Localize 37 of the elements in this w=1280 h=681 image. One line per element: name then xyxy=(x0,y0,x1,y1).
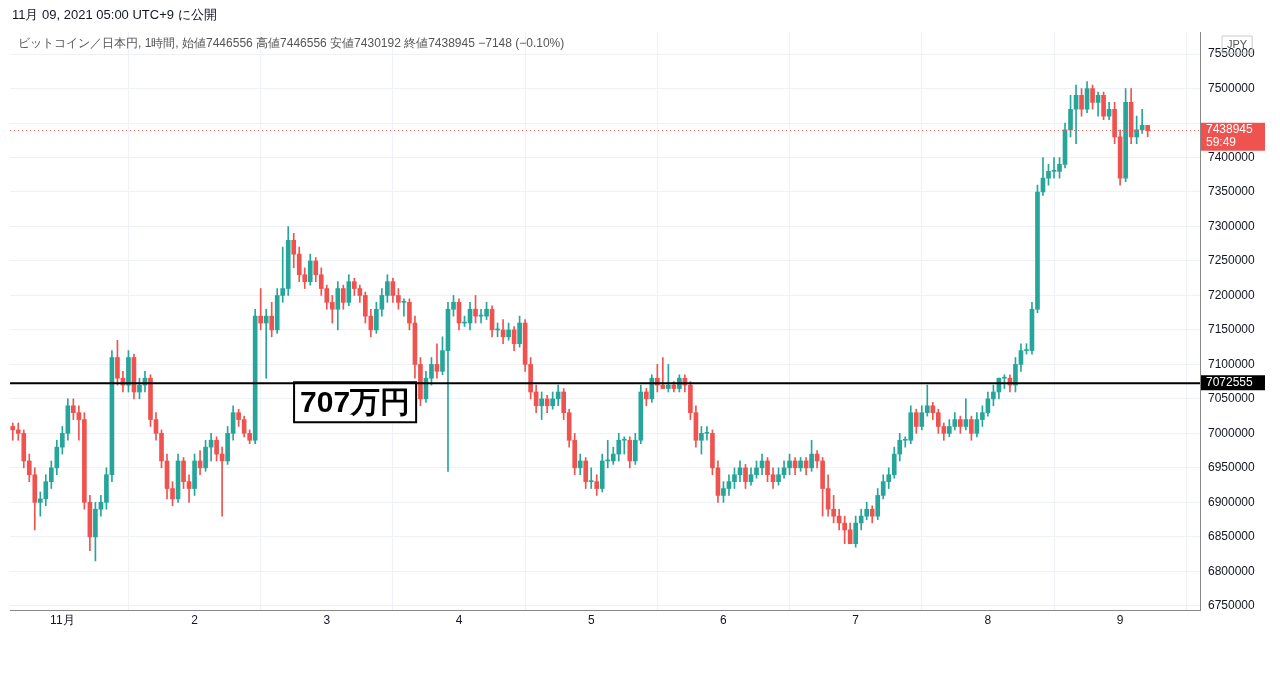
candlestick xyxy=(263,308,269,379)
candlestick xyxy=(401,298,407,317)
candlestick xyxy=(37,491,43,517)
x-tick-label: 6 xyxy=(720,613,728,628)
y-tick-label: 7100000 xyxy=(1208,356,1256,371)
chart-title: 11月 09, 2021 05:00 UTC+9 に公開 xyxy=(12,6,217,22)
ref-line-label: 7072555 xyxy=(1206,374,1254,389)
y-tick-label: 7000000 xyxy=(1208,425,1256,440)
y-tick-label: 7050000 xyxy=(1208,391,1256,406)
x-tick-label: 11月 xyxy=(50,613,75,628)
candlestick xyxy=(434,343,440,379)
x-tick-label: 2 xyxy=(191,613,199,628)
y-axis-title: JPY xyxy=(1227,38,1248,51)
y-tick-label: 7500000 xyxy=(1208,80,1256,95)
x-tick-label: 9 xyxy=(1116,613,1124,628)
candlestick xyxy=(258,288,263,331)
y-tick-label: 6750000 xyxy=(1208,598,1256,613)
y-tick-label: 6900000 xyxy=(1208,494,1256,509)
y-tick-label: 7250000 xyxy=(1208,253,1256,268)
x-tick-label: 4 xyxy=(455,613,463,628)
y-tick-label: 7400000 xyxy=(1208,149,1256,164)
x-tick-label: 3 xyxy=(323,613,331,628)
x-tick-label: 5 xyxy=(587,613,595,628)
y-tick-label: 7150000 xyxy=(1208,322,1256,337)
candlestick xyxy=(588,467,594,489)
y-tick-label: 7200000 xyxy=(1208,287,1256,302)
y-tick-label: 6950000 xyxy=(1208,460,1256,475)
x-tick-label: 8 xyxy=(984,613,992,628)
y-tick-label: 6850000 xyxy=(1208,529,1256,544)
chart-subtitle: ビットコイン／日本円, 1時間, 始値7446556 高値7446556 安値7430192 終値7438945 −7148 (−0.10%) xyxy=(18,36,565,51)
ref-line-label: 7438945 59:49 xyxy=(1206,121,1254,149)
y-tick-label: 7300000 xyxy=(1208,218,1256,233)
candlestick xyxy=(10,422,16,441)
x-tick-label: 7 xyxy=(852,613,860,628)
y-tick-label: 6800000 xyxy=(1208,563,1256,578)
y-tick-label: 7350000 xyxy=(1208,184,1256,199)
annotation: 707万円 xyxy=(300,384,411,418)
